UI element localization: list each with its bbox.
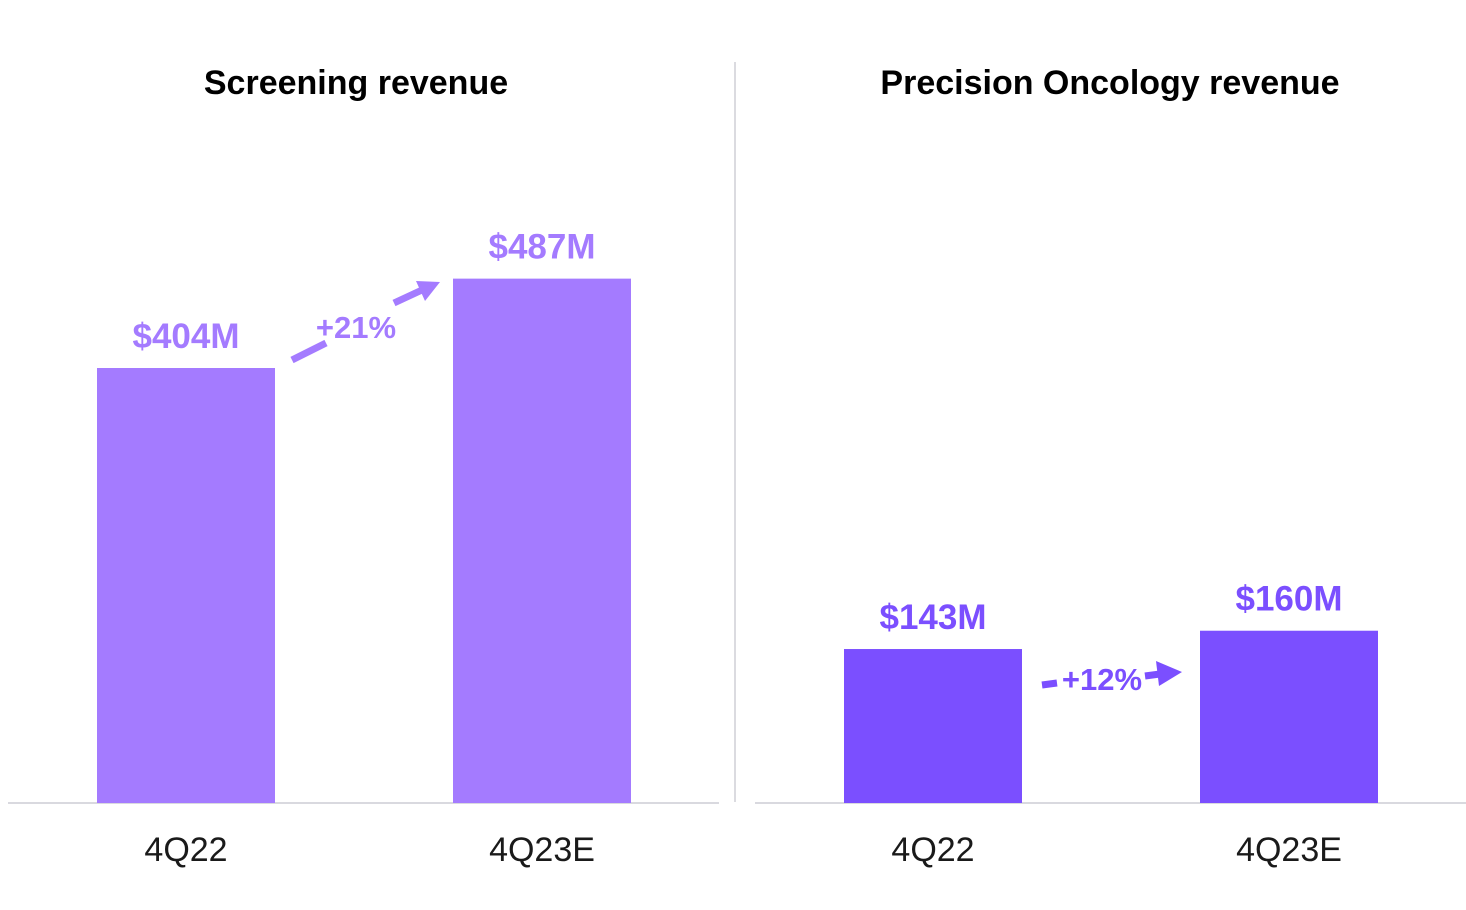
data-label: $160M	[1235, 580, 1342, 619]
x-tick-label: 4Q22	[144, 831, 227, 869]
x-tick-label: 4Q23E	[1236, 831, 1342, 869]
data-label: $404M	[132, 317, 239, 356]
bar-4q22	[844, 649, 1022, 803]
x-tick-label: 4Q22	[891, 831, 974, 869]
growth-label: +12%	[1062, 662, 1142, 697]
data-label: $487M	[488, 228, 595, 267]
bar-4q23e	[1200, 630, 1378, 803]
x-tick-label: 4Q23E	[489, 831, 595, 869]
growth-label: +21%	[316, 310, 396, 345]
chart-panel-2: Precision Oncology revenue $143M 4Q22 $160M…	[755, 64, 1466, 869]
chart-panel-1: Screening revenue $404M 4Q22 $487M 4Q23E +21%	[8, 64, 719, 869]
bar-4q23e	[453, 278, 631, 803]
chart-title: Screening revenue	[204, 64, 508, 102]
data-label: $143M	[879, 598, 986, 637]
bar-4q22	[97, 368, 275, 803]
growth-arrow	[1041, 661, 1182, 689]
growth-arrow	[290, 281, 440, 364]
chart-title: Precision Oncology revenue	[880, 64, 1339, 102]
